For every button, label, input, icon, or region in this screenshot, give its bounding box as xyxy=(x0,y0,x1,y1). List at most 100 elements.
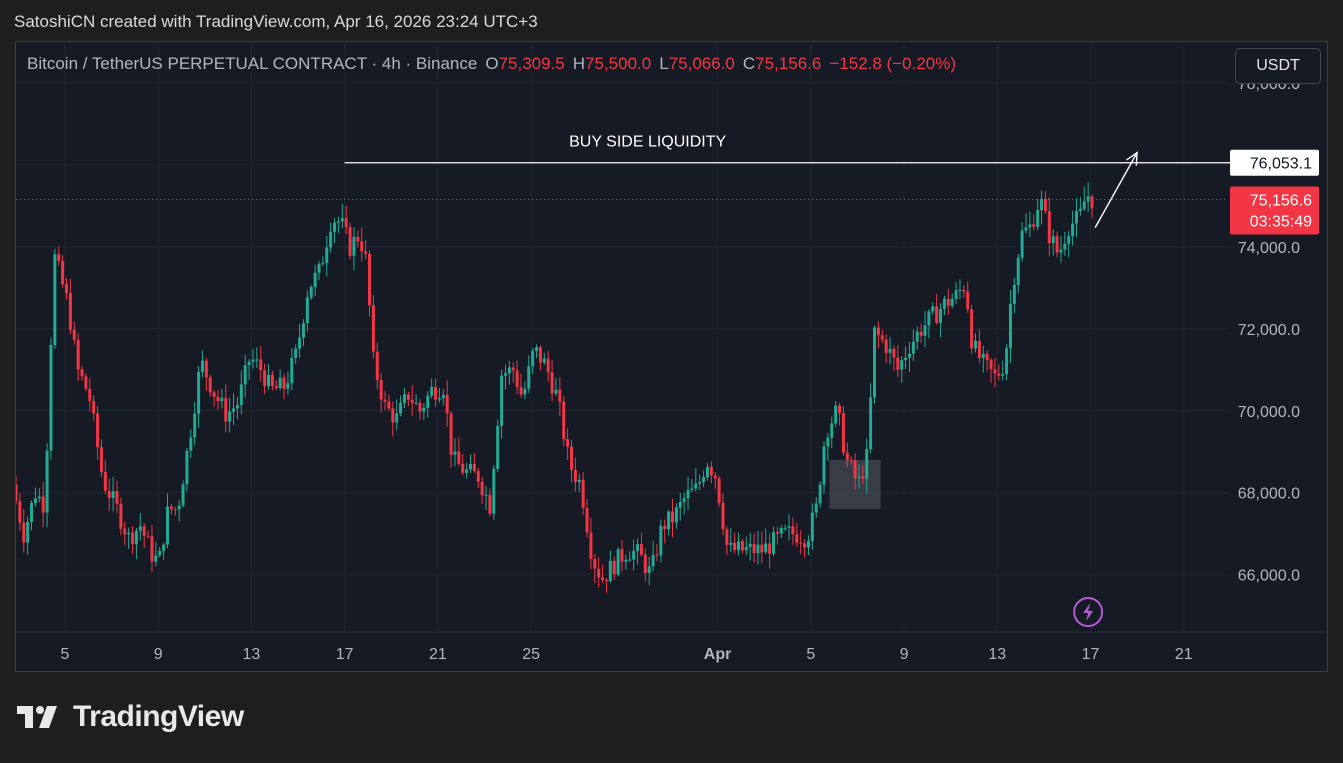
candle-body xyxy=(639,544,643,555)
candle-body xyxy=(581,479,585,508)
candle-body xyxy=(554,389,558,394)
candle-body xyxy=(445,394,449,414)
candle-body xyxy=(410,399,414,404)
chart-panel[interactable]: BUY SIDE LIQUIDITY 66,000.0 68,000.0 70,000… xyxy=(15,41,1328,672)
candle-body xyxy=(566,439,570,447)
candle-body xyxy=(523,388,527,395)
open-label: O xyxy=(485,54,499,73)
candlestick-chart[interactable]: BUY SIDE LIQUIDITY 66,000.0 68,000.0 70,000… xyxy=(16,42,1328,672)
candle-body xyxy=(274,386,278,389)
candle-body xyxy=(636,544,640,551)
candle-body xyxy=(1008,303,1012,349)
candle-body xyxy=(49,344,53,451)
candle-body xyxy=(259,359,263,371)
candle-body xyxy=(18,501,22,523)
chart-attribution: SatoshiCN created with TradingView.com, … xyxy=(14,12,538,31)
candle-body xyxy=(1047,211,1051,244)
price-axis-label: 66,000.0 xyxy=(1238,568,1300,585)
candle-body xyxy=(752,543,756,554)
time-axis-label: 21 xyxy=(429,646,447,663)
candle-body xyxy=(667,511,671,530)
time-axis-label: 17 xyxy=(336,646,354,663)
candle-body xyxy=(127,532,131,535)
candle-body xyxy=(535,347,539,351)
candle-body xyxy=(111,491,115,499)
candle-body xyxy=(764,543,768,553)
candle-body xyxy=(57,254,61,262)
candle-body xyxy=(418,402,422,412)
candle-body xyxy=(806,541,810,548)
candle-body xyxy=(865,449,869,479)
candle-body xyxy=(185,450,189,485)
candle-body xyxy=(783,527,787,529)
candle-body xyxy=(430,386,434,396)
candle-body xyxy=(197,372,201,414)
candle-body xyxy=(150,536,154,562)
candle-body xyxy=(406,394,410,400)
candle-body xyxy=(632,550,636,560)
candle-body xyxy=(41,496,45,513)
candle-body xyxy=(336,221,340,223)
candle-body xyxy=(1001,374,1005,376)
candle-body xyxy=(577,479,581,482)
currency-button[interactable]: USDT xyxy=(1235,48,1321,84)
candle-body xyxy=(255,359,259,361)
symbol-title[interactable]: Bitcoin / TetherUS PERPETUAL CONTRACT · … xyxy=(27,54,478,73)
candle-body xyxy=(1075,211,1078,224)
candle-body xyxy=(768,543,772,554)
candle-body xyxy=(737,541,741,551)
candle-body xyxy=(923,325,927,336)
candle-body xyxy=(364,251,368,254)
liquidity-price-value: 76,053.1 xyxy=(1250,156,1312,173)
candle-body xyxy=(608,560,612,582)
candle-body xyxy=(1067,236,1071,244)
candle-body xyxy=(1082,201,1086,209)
candle-body xyxy=(317,264,321,273)
candle-body xyxy=(620,549,624,562)
candle-body xyxy=(204,360,208,378)
candle-body xyxy=(880,335,884,340)
candle-body xyxy=(422,407,426,412)
candle-body xyxy=(705,466,709,477)
candle-body xyxy=(119,503,123,529)
candle-body xyxy=(80,369,84,377)
candle-body xyxy=(243,365,247,385)
bar-countdown: 03:35:49 xyxy=(1250,213,1312,230)
price-axis-label: 70,000.0 xyxy=(1238,404,1300,421)
candle-body xyxy=(612,560,616,575)
candle-body xyxy=(997,373,1001,376)
candle-body xyxy=(907,353,911,358)
candle-body xyxy=(263,370,267,387)
candle-body xyxy=(500,375,504,426)
candle-body xyxy=(717,478,721,503)
candle-body xyxy=(22,522,26,543)
candle-body xyxy=(267,374,270,387)
candle-body xyxy=(884,339,888,353)
time-axis-label: 9 xyxy=(900,646,909,663)
candle-body xyxy=(674,507,678,523)
candle-body xyxy=(966,291,970,310)
candle-body xyxy=(919,331,923,336)
candle-body xyxy=(278,377,282,389)
candle-body xyxy=(294,348,298,358)
price-axis-label: 72,000.0 xyxy=(1238,322,1300,339)
candle-body xyxy=(911,341,915,354)
candle-body xyxy=(698,482,702,484)
time-axis-label: Apr xyxy=(704,646,732,663)
candle-body xyxy=(974,340,977,349)
candle-body xyxy=(472,464,476,472)
candle-body xyxy=(290,357,294,384)
candle-body xyxy=(154,555,158,562)
candle-body xyxy=(1040,198,1044,211)
candle-body xyxy=(99,447,103,472)
candle-body xyxy=(356,236,360,242)
candle-body xyxy=(146,535,150,537)
time-axis-label: 21 xyxy=(1175,646,1193,663)
candle-body xyxy=(72,329,76,340)
candle-body xyxy=(92,401,96,414)
candle-body xyxy=(189,437,193,451)
candle-body xyxy=(305,297,309,323)
candle-body xyxy=(725,529,729,545)
candle-body xyxy=(321,263,325,265)
candle-body xyxy=(601,577,605,581)
